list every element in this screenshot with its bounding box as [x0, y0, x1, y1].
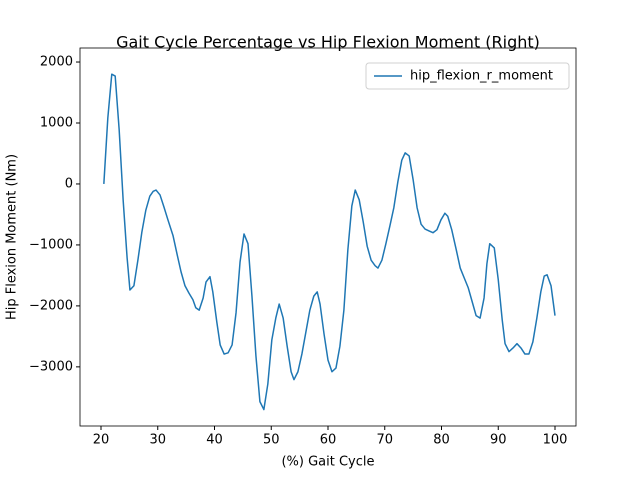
legend-label: hip_flexion_r_moment — [410, 69, 553, 84]
y-tick-label: 1000 — [40, 115, 73, 130]
data-line — [103, 73, 556, 411]
y-tick-label: 0 — [65, 176, 73, 191]
x-tick-label: 80 — [433, 433, 450, 448]
chart-title: Gait Cycle Percentage vs Hip Flexion Mom… — [116, 33, 540, 52]
legend-box — [365, 62, 570, 90]
y-tick-label: −3000 — [29, 359, 73, 374]
axes-frame — [79, 47, 577, 427]
x-tick-label: 100 — [543, 433, 568, 448]
x-tick-label: 50 — [263, 433, 280, 448]
x-tick-label: 90 — [490, 433, 507, 448]
y-tick-label: −2000 — [29, 298, 73, 313]
x-tick-label: 40 — [206, 433, 223, 448]
x-tick-label: 30 — [149, 433, 166, 448]
y-axis-label: Hip Flexion Moment (Nm) — [5, 154, 20, 320]
y-tick-label: −1000 — [29, 237, 73, 252]
x-tick-label: 70 — [376, 433, 393, 448]
y-tick-label: 2000 — [40, 55, 73, 70]
x-tick-label: 60 — [320, 433, 337, 448]
x-axis-label: (%) Gait Cycle — [281, 455, 374, 470]
x-tick-label: 20 — [93, 433, 110, 448]
